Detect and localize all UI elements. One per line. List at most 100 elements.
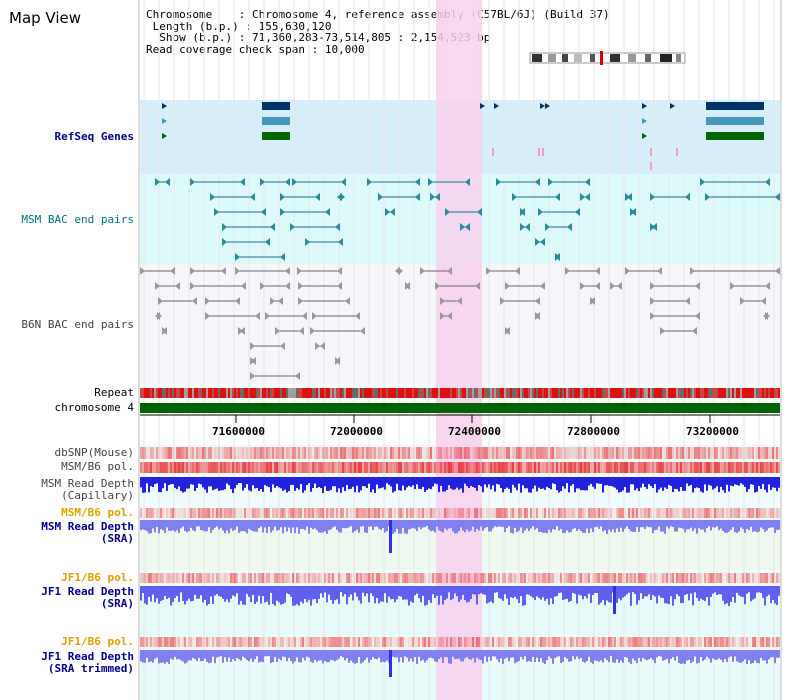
msm-b6-polymorphism-cell [478,462,480,473]
msm-read-depth-sra-bar [354,520,356,531]
msm-b6-polymorphism-cell [630,508,632,518]
msm-b6-polymorphism-cell [636,508,638,518]
jf1-read-depth-trimmed-bar [248,650,250,662]
msm-b6-polymorphism-cell [628,462,630,473]
jf1-read-depth-trimmed-bar [308,650,310,658]
repeat-element [270,388,272,398]
msm-b6-polymorphism-cell [576,508,578,518]
msm-read-depth-sra-bar [732,520,734,528]
repeat-element [170,388,172,398]
jf1-b6-polymorphism-cell [400,637,402,647]
b6n-bac-end-marker [158,297,163,305]
msm-bac-end-marker [705,193,710,201]
msm-b6-polymorphism-cell [638,508,640,518]
repeat-element [750,388,752,398]
jf1-b6-polymorphism-cell [432,573,434,583]
repeat-element [496,388,498,398]
msm-read-depth-sra-bar [262,520,264,533]
jf1-b6-polymorphism-cell [660,573,662,583]
jf1-read-depth-sra-bar [298,586,300,606]
msm-read-depth-capillary-bar [728,477,730,492]
msm-read-depth-capillary-bar [618,477,620,493]
msm-b6-polymorphism-cell [252,508,254,518]
jf1-read-depth-trimmed-bar [550,650,552,659]
b6n-bac-end-marker [486,267,491,275]
msm-read-depth-capillary-bar [606,477,608,486]
repeat-element [672,388,674,398]
msm-read-depth-capillary-bar [262,477,264,492]
msm-b6-polymorphism-cell [726,462,728,473]
msm-read-depth-capillary-bar [490,477,492,490]
jf1-read-depth-trimmed-bar [330,650,332,660]
msm-b6-polymorphism-cell [450,508,452,518]
msm-read-depth-sra-bar [640,520,642,528]
repeat-element [732,388,734,398]
msm-read-depth-capillary-bar [736,477,738,485]
msm-b6-polymorphism-cell [594,508,596,518]
repeat-element [250,388,252,398]
msm-b6-polymorphism-cell [424,462,426,473]
jf1-b6-polymorphism-cell [652,637,654,647]
jf1-b6-polymorphism-cell [534,637,536,647]
msm-b6-polymorphism-cell [378,508,380,518]
jf1-read-depth-trimmed-bar [298,650,300,663]
jf1-read-depth-trimmed-bar [350,650,352,661]
jf1-read-depth-sra-bar [658,586,660,596]
msm-b6-polymorphism-cell [290,508,292,518]
msm-b6-polymorphism-cell [666,462,668,473]
msm-read-depth-capillary-bar [654,477,656,485]
msm-read-depth-sra-bar [604,520,606,531]
jf1-b6-polymorphism-cell [586,573,588,583]
dbsnp-density-cell [656,447,658,459]
msm-read-depth-capillary-bar [594,477,596,489]
jf1-b6-polymorphism-cell [358,637,360,647]
msm-b6-polymorphism-cell [308,462,310,473]
jf1-b6-polymorphism-cell [556,637,558,647]
jf1-b6-polymorphism-cell [284,573,286,583]
jf1-b6-polymorphism-cell [722,637,724,647]
msm-read-depth-sra-bar [490,520,492,532]
jf1-b6-polymorphism-cell [274,637,276,647]
dbsnp-density-cell [384,447,386,459]
repeat-element [658,388,660,398]
jf1-read-depth-sra-bar [374,586,376,604]
jf1-read-depth-trimmed-bar [610,650,612,656]
jf1-read-depth-trimmed-bar [564,650,566,658]
jf1-b6-polymorphism-cell [766,573,768,583]
dbsnp-density-cell [424,447,426,459]
msm-read-depth-capillary-bar [476,477,478,491]
msm-read-depth-sra-bar [370,520,372,527]
dbsnp-density-cell [702,447,704,459]
jf1-b6-polymorphism-cell [302,573,304,583]
jf1-b6-polymorphism-cell [692,637,694,647]
msm-read-depth-capillary-bar [732,477,734,487]
dbsnp-density-cell [266,447,268,459]
jf1-b6-polymorphism-cell [756,573,758,583]
dbsnp-density-cell [574,447,576,459]
jf1-read-depth-trimmed-bar [160,650,162,663]
jf1-b6-polymorphism-cell [186,573,188,583]
jf1-read-depth-trimmed-bar [774,650,776,664]
msm-b6-polymorphism-cell [334,462,336,473]
repeat-element [560,388,562,398]
msm-b6-polymorphism-cell [240,462,242,473]
repeat-element [476,388,478,398]
jf1-b6-polymorphism-cell [232,573,234,583]
msm-bac-end-marker [430,193,435,201]
msm-b6-polymorphism-cell [696,462,698,473]
msm-bac-end-marker [465,178,470,186]
msm-read-depth-sra-bar [596,520,598,527]
repeat-element [556,388,558,398]
msm-read-depth-capillary-bar [496,477,498,484]
msm-b6-polymorphism-cell [170,462,172,473]
jf1-b6-polymorphism-cell [174,573,176,583]
msm-read-depth-capillary-bar [210,477,212,487]
msm-b6-polymorphism-cell [642,508,644,518]
jf1-read-depth-trimmed-bar [230,650,232,662]
b6n-bac-end-marker [595,282,600,290]
msm-b6-polymorphism-cell [158,462,160,473]
msm-b6-polymorphism-cell [770,462,772,473]
jf1-read-depth-trimmed-bar [148,650,150,663]
jf1-b6-polymorphism-cell [528,637,530,647]
